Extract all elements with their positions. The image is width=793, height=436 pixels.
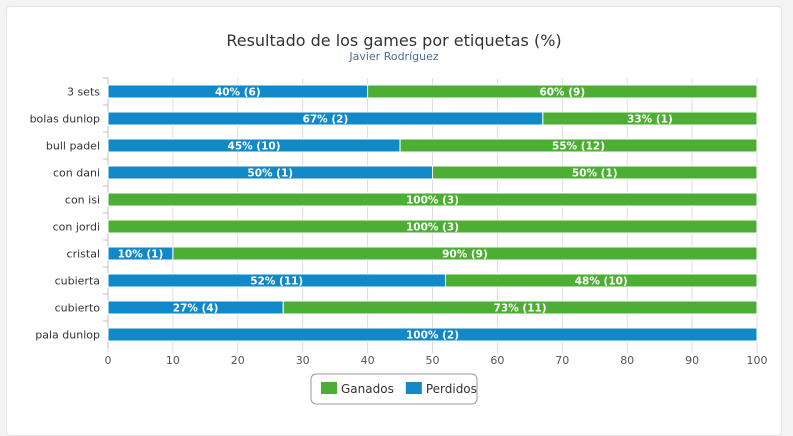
category-label: cubierta [55, 275, 100, 288]
data-label: 60% (9) [539, 87, 585, 99]
bars: 40% (6) 60% (9) 67% (2) 33% (1) 45% (10) 55% … [107, 84, 758, 342]
category-label: con dani [53, 167, 100, 180]
data-label: 90% (9) [442, 249, 488, 261]
bar-segment-perdidos[interactable] [107, 327, 758, 342]
category-label: 3 sets [67, 86, 100, 99]
category-label: bolas dunlop [30, 113, 100, 126]
category-label: pala dunlop [35, 329, 100, 342]
data-label: 40% (6) [215, 87, 261, 99]
bar-segment-ganados[interactable] [172, 246, 758, 261]
legend-swatch[interactable] [405, 382, 422, 394]
data-label: 50% (1) [572, 168, 618, 180]
legend-item-perdidos[interactable]: Perdidos [426, 382, 477, 396]
x-tick-label: 90 [685, 354, 699, 367]
data-label: 33% (1) [627, 114, 673, 126]
data-label: 48% (10) [575, 276, 628, 288]
data-label: 50% (1) [247, 168, 293, 180]
data-label: 73% (11) [494, 303, 547, 315]
chart-title: Resultado de los games por etiquetas (%) [226, 31, 561, 50]
bar-segment-ganados[interactable] [282, 300, 758, 315]
data-label: 10% (1) [118, 249, 164, 261]
bar-segment-ganados[interactable] [367, 84, 758, 99]
bar-chart: Resultado de los games por etiquetas (%)… [30, 31, 768, 405]
bar-segment-ganados[interactable] [432, 165, 758, 180]
legend-swatch[interactable] [321, 382, 337, 394]
x-tick-label: 30 [296, 354, 310, 367]
legend-item-ganados[interactable]: Ganados [341, 382, 394, 396]
data-label: 100% (3) [406, 195, 459, 207]
x-tick-label: 50 [426, 354, 440, 367]
data-label: 52% (11) [250, 276, 303, 288]
x-tick-label: 40 [361, 354, 375, 367]
x-tick-label: 100 [747, 354, 768, 367]
chart-subtitle: Javier Rodríguez [348, 50, 438, 63]
category-label: con jordi [53, 221, 100, 234]
x-tick-label: 70 [555, 354, 569, 367]
data-label: 67% (2) [303, 114, 349, 126]
category-label: cubierto [55, 302, 101, 315]
category-label: cristal [67, 248, 100, 261]
category-label: bull padel [46, 140, 100, 153]
x-tick-label: 60 [490, 354, 504, 367]
data-label: 27% (4) [173, 303, 219, 315]
bar-segment-ganados[interactable] [399, 138, 758, 153]
legend-box [310, 373, 478, 405]
x-axis-ticks: 0 10 20 30 40 50 60 70 80 90 100 [105, 354, 768, 367]
bar-segment-ganados[interactable] [444, 273, 758, 288]
x-tick-label: 80 [620, 354, 634, 367]
bar-segment-ganados[interactable] [542, 111, 758, 126]
x-tick-label: 10 [166, 354, 180, 367]
legend[interactable]: Ganados Perdidos [310, 373, 478, 405]
x-tick-label: 0 [105, 354, 112, 367]
data-label: 100% (3) [406, 222, 459, 234]
bar-segment-ganados[interactable] [107, 192, 758, 207]
category-label: con isi [65, 194, 100, 207]
x-tick-label: 20 [231, 354, 245, 367]
category-labels: 3 sets bolas dunlop bull padel con dani con … [30, 86, 101, 342]
bar-segment-ganados[interactable] [107, 219, 758, 234]
data-label: 45% (10) [228, 141, 281, 153]
data-label: 55% (12) [552, 141, 605, 153]
data-label: 100% (2) [406, 330, 459, 342]
